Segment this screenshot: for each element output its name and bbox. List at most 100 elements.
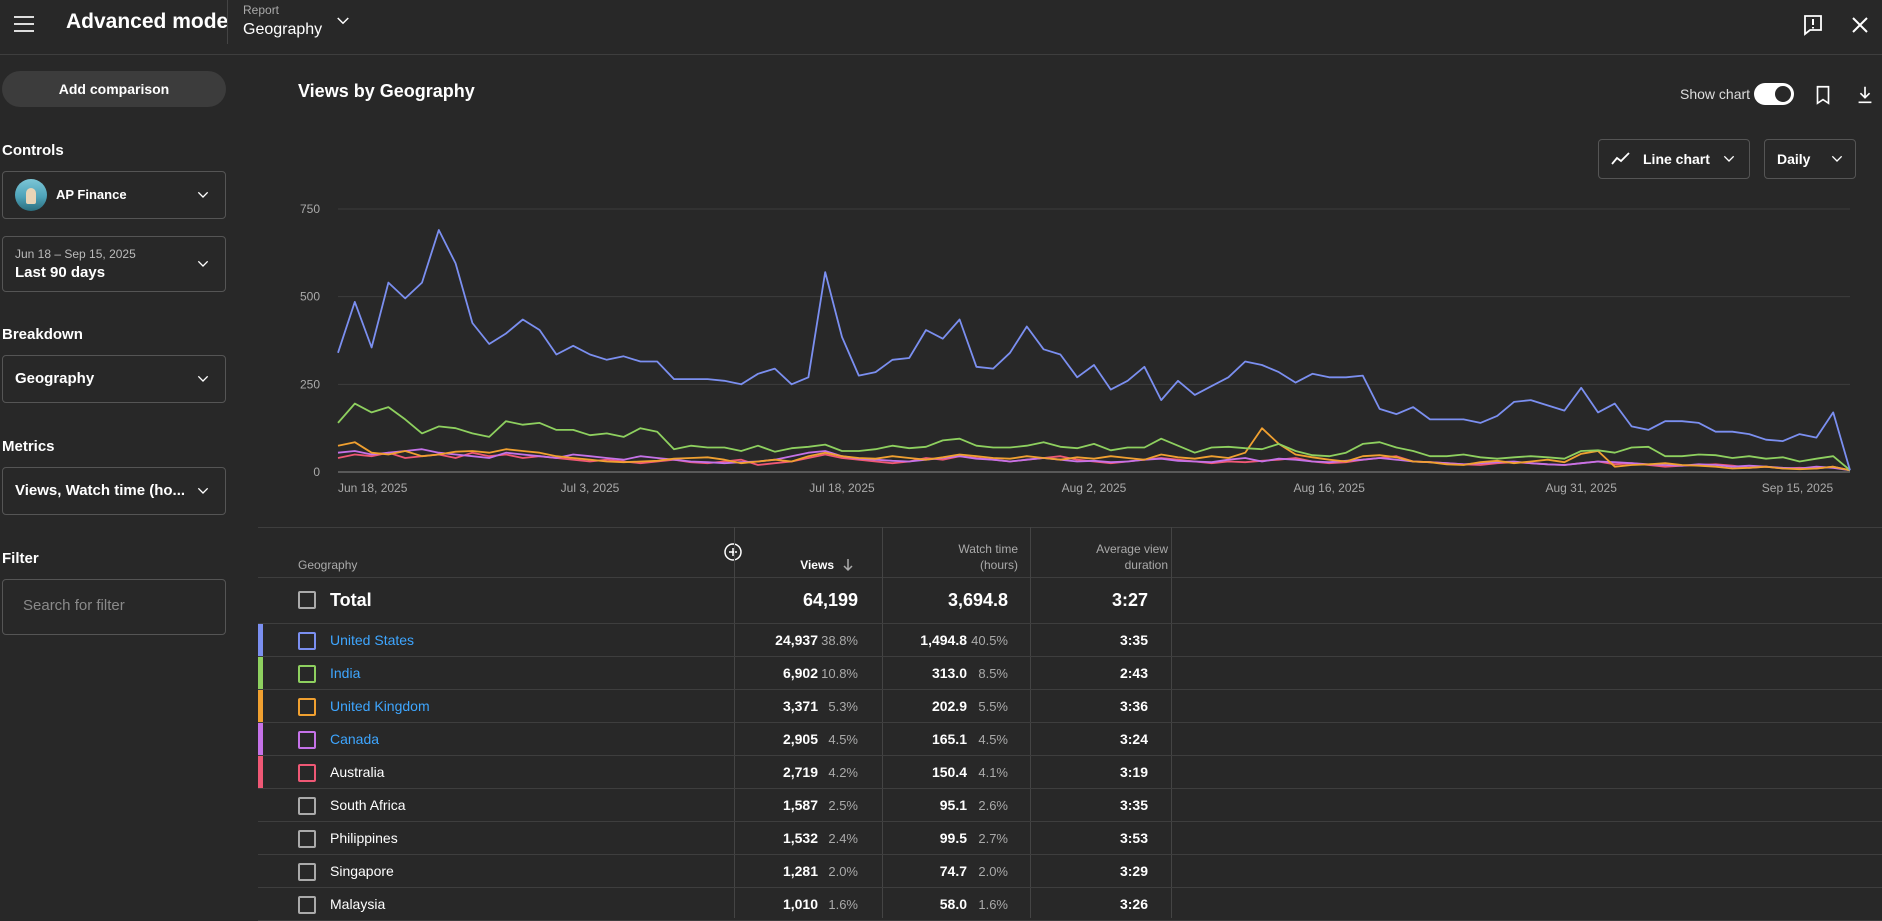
metrics-selector[interactable]: Views, Watch time (ho... [2,467,226,515]
date-range-selector[interactable]: Jun 18 – Sep 15, 2025 Last 90 days [2,236,226,292]
channel-name: AP Finance [56,187,127,202]
row-checkbox[interactable] [298,698,316,716]
y-tick-label: 0 [313,465,320,479]
watch-time-value: 202.9 [931,698,967,714]
top-bar: Advanced mode Report Geography [0,0,1882,55]
avg-duration-header-line1: Average view [1096,542,1168,556]
watch-time-percent: 1.6% [978,897,1008,912]
row-checkbox[interactable] [298,797,316,815]
row-checkbox[interactable] [298,863,316,881]
geography-name: Singapore [330,863,394,879]
download-icon[interactable] [1854,84,1876,106]
views-value: 6,902 [782,665,818,681]
watch-time-header-line1: Watch time [958,542,1018,556]
add-comparison-button[interactable]: Add comparison [2,71,226,107]
views-percent: 2.5% [828,798,858,813]
table-row: Canada 2,905 4.5% 165.1 4.5% 3:24 [258,723,1882,756]
row-checkbox[interactable] [298,764,316,782]
filter-heading: Filter [2,550,39,567]
metrics-heading: Metrics [2,438,55,455]
series-color-bar [258,756,263,788]
views-value: 2,719 [782,764,818,780]
views-percent: 38.8% [821,633,858,648]
watch-time-column-header[interactable]: Watch time (hours) [898,541,1018,573]
table-row: Australia 2,719 4.2% 150.4 4.1% 3:19 [258,756,1882,789]
avg-duration-column-header[interactable]: Average view duration [1038,541,1168,573]
y-tick-label: 750 [300,202,320,216]
x-tick-label: Jul 18, 2025 [809,481,875,495]
avg-duration-value: 2:43 [1119,665,1148,681]
geography-name[interactable]: India [330,665,361,681]
views-percent: 2.0% [828,864,858,879]
x-tick-label: Jun 18, 2025 [338,481,408,495]
geography-column-header: Geography [298,558,358,572]
table-row: Singapore 1,281 2.0% 74.7 2.0% 3:29 [258,855,1882,888]
table-row: India 6,902 10.8% 313.0 8.5% 2:43 [258,657,1882,690]
watch-time-percent: 8.5% [978,666,1008,681]
row-checkbox[interactable] [298,896,316,914]
menu-icon[interactable] [10,10,38,38]
series-color-bar [258,723,263,755]
channel-avatar [15,179,47,211]
geography-name[interactable]: United Kingdom [330,698,430,714]
report-selector[interactable]: Geography [243,21,323,38]
total-avg-duration: 3:27 [1111,590,1148,610]
x-tick-label: Aug 2, 2025 [1062,481,1127,495]
total-row: Total 64,199 3,694.8 3:27 [258,577,1882,624]
views-column-header[interactable]: Views [800,558,834,572]
geography-name[interactable]: United States [330,632,415,648]
main-panel: Views by Geography Show chart Line chart… [258,55,1882,921]
chart-type-dropdown[interactable]: Line chart [1598,139,1750,179]
close-icon[interactable] [1848,13,1872,37]
add-column-icon[interactable] [723,542,743,562]
total-watch-time: 3,694.8 [947,590,1008,610]
watch-time-percent: 2.0% [978,864,1008,879]
report-label: Report [243,3,280,17]
x-tick-label: Aug 16, 2025 [1293,481,1365,495]
sort-arrow-icon[interactable] [842,558,854,572]
channel-selector[interactable]: AP Finance [2,171,226,219]
y-tick-label: 500 [300,290,320,304]
row-checkbox[interactable] [298,731,316,749]
chevron-down-icon[interactable] [334,12,352,30]
views-value: 2,905 [782,731,818,747]
filter-search[interactable] [2,579,226,635]
series-line [337,402,1851,471]
row-checkbox[interactable] [298,665,316,683]
chevron-down-icon [197,260,209,267]
feedback-icon[interactable] [1801,13,1825,37]
table-header: Geography Views Watch time (hours) Avera… [258,527,1882,578]
watch-time-percent: 2.7% [978,831,1008,846]
avg-duration-value: 3:24 [1119,731,1148,747]
views-percent: 10.8% [821,666,858,681]
watch-time-value: 313.0 [931,665,967,681]
x-tick-label: Jul 3, 2025 [561,481,620,495]
bookmark-icon[interactable] [1812,84,1834,106]
total-checkbox[interactable] [298,591,316,609]
total-views: 64,199 [802,590,858,610]
breakdown-heading: Breakdown [2,326,83,343]
geography-name: Malaysia [330,896,386,912]
date-preset: Last 90 days [15,264,106,281]
chart-type-label: Line chart [1643,151,1710,167]
chart-title: Views by Geography [298,81,475,101]
row-checkbox[interactable] [298,830,316,848]
views-value: 3,371 [782,698,818,714]
views-line-chart: 0 250 500 750 Jun 18, 2025 Jul 3, 2025 Jul 18,… [300,202,1851,495]
watch-time-percent: 40.5% [971,633,1008,648]
filter-search-input[interactable] [21,596,215,615]
divider [227,0,228,44]
x-tick-label: Aug 31, 2025 [1545,481,1617,495]
breakdown-selector[interactable]: Geography [2,355,226,403]
avg-duration-value: 3:53 [1119,830,1148,846]
table-row: South Africa 1,587 2.5% 95.1 2.6% 3:35 [258,789,1882,822]
row-checkbox[interactable] [298,632,316,650]
total-label: Total [330,590,372,610]
chevron-down-icon [197,191,209,198]
interval-dropdown[interactable]: Daily [1764,139,1856,179]
avg-duration-value: 3:35 [1119,632,1148,648]
geography-name[interactable]: Canada [330,731,380,747]
show-chart-toggle[interactable] [1754,83,1794,105]
avg-duration-header-line2: duration [1124,558,1168,572]
date-range: Jun 18 – Sep 15, 2025 [15,247,136,261]
